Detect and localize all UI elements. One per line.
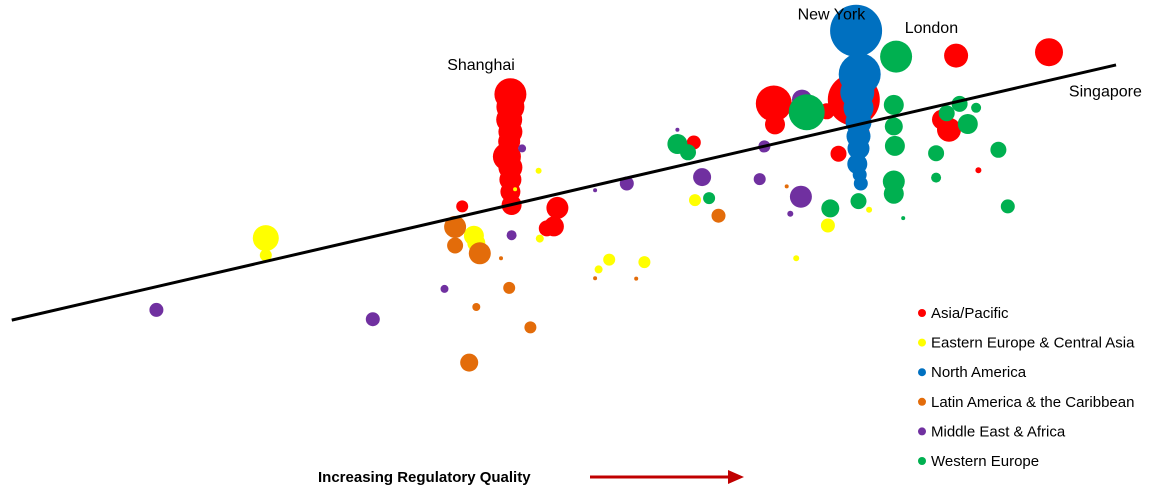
bubble-latin-america-the-caribbean bbox=[711, 208, 726, 223]
bubble-western-europe bbox=[821, 199, 840, 218]
x-axis-label: Increasing Regulatory Quality bbox=[318, 469, 531, 486]
bubble-asia-pacific bbox=[755, 85, 792, 122]
bubble-eastern-europe-central-asia bbox=[689, 194, 701, 207]
bubble-middle-east-africa bbox=[675, 127, 680, 132]
bubble-western-europe bbox=[883, 183, 904, 204]
legend-marker-middle-east-africa bbox=[918, 427, 926, 436]
bubble-asia-pacific bbox=[975, 167, 982, 174]
bubble-latin-america-the-caribbean bbox=[447, 237, 464, 254]
bubble-western-europe bbox=[884, 135, 905, 156]
bubble-asia-pacific bbox=[456, 200, 469, 213]
bubble-eastern-europe-central-asia bbox=[820, 218, 835, 233]
bubble-asia-pacific bbox=[944, 43, 969, 68]
bubble-western-europe bbox=[990, 141, 1007, 158]
legend-label-north-america: North America bbox=[931, 364, 1027, 381]
bubble-latin-america-the-caribbean bbox=[524, 321, 537, 334]
legend-label-asia-pacific: Asia/Pacific bbox=[931, 305, 1009, 322]
bubble-middle-east-africa bbox=[789, 185, 812, 208]
bubble-latin-america-the-caribbean bbox=[444, 215, 467, 238]
trend-line bbox=[11, 63, 1117, 322]
bubble-western-europe bbox=[680, 144, 696, 161]
direction-arrow-head bbox=[728, 470, 744, 484]
bubble-western-europe bbox=[850, 193, 867, 210]
city-annotations: New York London Shanghai Singapore bbox=[447, 7, 1142, 101]
bubble-north-america bbox=[847, 137, 870, 160]
bubble-middle-east-africa bbox=[365, 312, 380, 327]
bubble-western-europe bbox=[880, 40, 913, 73]
bubble-western-europe bbox=[884, 117, 903, 136]
bubble-latin-america-the-caribbean bbox=[784, 184, 789, 189]
bubble-western-europe bbox=[971, 102, 982, 113]
legend-marker-western-europe bbox=[918, 457, 926, 465]
bubble-western-europe bbox=[883, 94, 904, 115]
bubble-latin-america-the-caribbean bbox=[503, 281, 516, 294]
legend-label-middle-east-africa: Middle East & Africa bbox=[931, 423, 1066, 440]
bubble-latin-america-the-caribbean bbox=[468, 242, 491, 265]
bubble-eastern-europe-central-asia bbox=[535, 234, 544, 243]
bubble-asia-pacific bbox=[830, 145, 847, 162]
legend-label-eastern-europe-central-asia: Eastern Europe & Central Asia bbox=[931, 335, 1135, 352]
annotation-new-york: New York bbox=[798, 7, 867, 24]
bubble-western-europe bbox=[1000, 199, 1015, 214]
bubble-eastern-europe-central-asia bbox=[513, 187, 518, 192]
bubble-middle-east-africa bbox=[518, 144, 527, 153]
bubble-asia-pacific bbox=[765, 114, 785, 135]
legend-label-western-europe: Western Europe bbox=[931, 453, 1039, 470]
bubble-eastern-europe-central-asia bbox=[594, 265, 603, 274]
bubble-layer bbox=[149, 4, 1063, 372]
bubble-western-europe bbox=[938, 105, 955, 122]
legend: Asia/Pacific Eastern Europe & Central Asi… bbox=[918, 305, 1135, 470]
legend-marker-latin-america-the-caribbean bbox=[918, 397, 926, 406]
annotation-singapore: Singapore bbox=[1069, 84, 1142, 101]
bubble-western-europe bbox=[901, 216, 906, 221]
bubble-western-europe bbox=[703, 192, 716, 205]
bubble-north-america bbox=[853, 176, 868, 191]
bubble-eastern-europe-central-asia bbox=[535, 167, 542, 174]
legend-marker-asia-pacific bbox=[918, 309, 926, 317]
bubble-asia-pacific bbox=[538, 220, 555, 237]
bubble-eastern-europe-central-asia bbox=[866, 206, 873, 213]
bubble-latin-america-the-caribbean bbox=[460, 353, 479, 372]
legend-marker-north-america bbox=[918, 368, 926, 377]
bubble-latin-america-the-caribbean bbox=[499, 256, 503, 261]
bubble-western-europe bbox=[928, 145, 945, 162]
bubble-eastern-europe-central-asia bbox=[252, 225, 279, 252]
bubble-middle-east-africa bbox=[593, 188, 598, 193]
bubble-latin-america-the-caribbean bbox=[634, 276, 639, 281]
bubble-middle-east-africa bbox=[693, 168, 712, 187]
bubble-western-europe bbox=[931, 172, 942, 183]
bubble-north-america bbox=[830, 4, 883, 57]
bubble-western-europe bbox=[788, 94, 825, 131]
bubble-middle-east-africa bbox=[149, 302, 164, 317]
bubble-eastern-europe-central-asia bbox=[259, 249, 272, 262]
bubble-eastern-europe-central-asia bbox=[638, 256, 651, 269]
legend-label-latin-america-the-caribbean: Latin America & the Caribbean bbox=[931, 394, 1134, 411]
bubble-asia-pacific bbox=[1035, 38, 1063, 67]
bubble-asia-pacific bbox=[546, 196, 569, 219]
bubble-latin-america-the-caribbean bbox=[472, 303, 481, 311]
bubble-eastern-europe-central-asia bbox=[603, 253, 616, 266]
bubble-middle-east-africa bbox=[753, 173, 766, 186]
bubble-eastern-europe-central-asia bbox=[793, 255, 800, 262]
legend-marker-eastern-europe-central-asia bbox=[918, 338, 926, 347]
annotation-london: London bbox=[905, 20, 958, 37]
bubble-western-europe bbox=[957, 114, 978, 134]
bubble-latin-america-the-caribbean bbox=[593, 276, 598, 281]
x-axis-label-group: Increasing Regulatory Quality bbox=[318, 469, 744, 486]
bubble-middle-east-africa bbox=[440, 284, 449, 293]
annotation-shanghai: Shanghai bbox=[447, 57, 515, 74]
bubble-middle-east-africa bbox=[787, 210, 794, 217]
bubble-middle-east-africa bbox=[506, 230, 517, 241]
